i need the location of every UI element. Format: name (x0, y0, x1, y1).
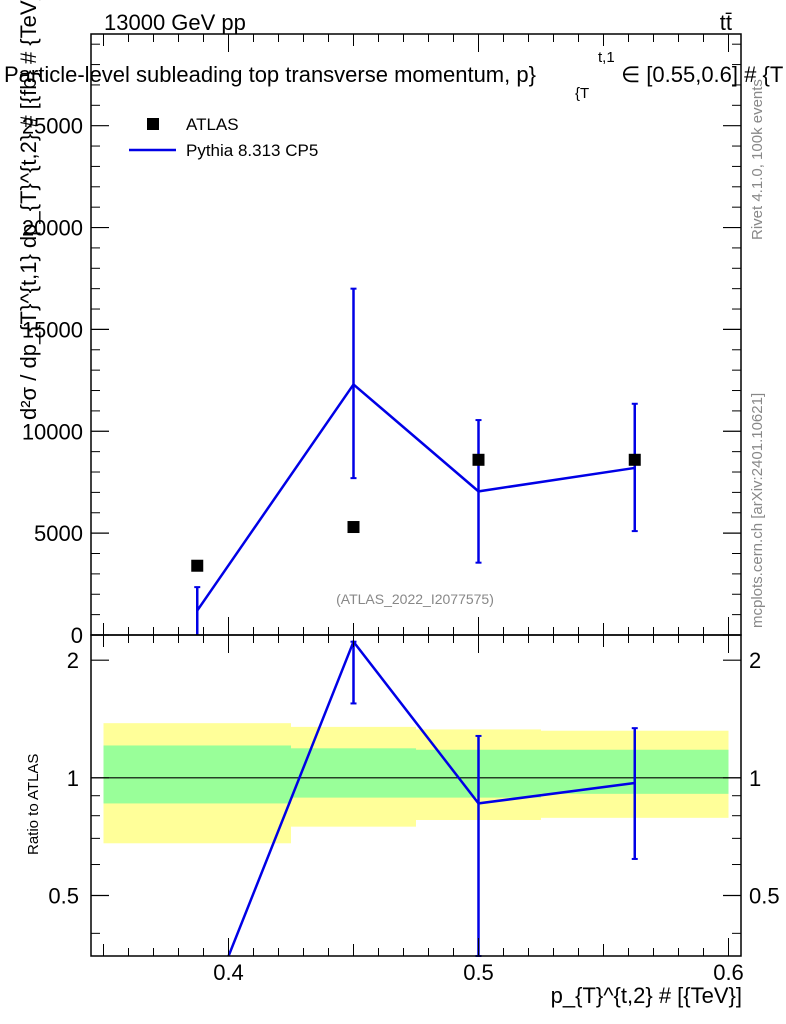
main-ytick-label: 0 (71, 623, 83, 648)
ratio-ylabel: Ratio to ATLAS (25, 754, 42, 855)
main-ytick-label: 25000 (22, 114, 83, 139)
legend: ATLAS Pythia 8.313 CP5 (129, 115, 318, 160)
analysis-id: (ATLAS_2022_I2077575) (336, 591, 494, 607)
legend-data-label: ATLAS (186, 115, 239, 134)
main-ylabel: d²σ / dp_{T}^{t,1} dp_{T}^{t,2} # [{fb} … (16, 0, 41, 420)
process-label: tt̄ (720, 10, 732, 35)
main-panel: 0 5000 10000 15000 20000 25000 (22, 33, 742, 648)
data-point (472, 453, 485, 466)
main-ytick-label: 5000 (34, 521, 83, 546)
title-tail: ∈ [0.55,0.6] # {T (621, 62, 783, 87)
ratio-ytick-label: 2 (67, 648, 79, 673)
title-superscript: t,1 (598, 49, 615, 66)
uncertainty-band-inner (103, 745, 291, 804)
data-point (191, 559, 204, 572)
uncertainty-band-inner (291, 748, 416, 798)
ratio-panel: 0.5 0.5 1 1 2 2 0.4 0.5 0.6 (48, 634, 780, 985)
mc-line (196, 382, 635, 612)
main-ytick-label: 10000 (22, 419, 83, 444)
data-point (628, 453, 641, 466)
ratio-line (227, 639, 635, 956)
xtick-label: 0.4 (213, 960, 244, 985)
rivet-label: Rivet 4.1.0, 100k events (749, 79, 766, 240)
xtick-label: 0.6 (713, 960, 744, 985)
plot-title: Particle-level subleading top transverse… (4, 49, 783, 102)
ratio-ytick-label-right: 1 (749, 766, 761, 791)
data-point (347, 521, 360, 534)
main-ytick-label: 15000 (22, 317, 83, 342)
ratio-ytick-label-right: 0.5 (749, 883, 780, 908)
ratio-ytick-label: 1 (67, 766, 79, 791)
title-main: Particle-level subleading top transverse… (4, 62, 536, 87)
title-subscript: {T (575, 85, 589, 102)
ratio-ytick-label: 0.5 (48, 883, 79, 908)
xtick-label: 0.5 (463, 960, 494, 985)
xlabel: p_{T}^{t,2} # [{TeV}] (551, 983, 742, 1008)
mcplots-label: mcplots.cern.ch [arXiv:2401.10621] (749, 393, 766, 628)
ratio-ytick-label-right: 2 (749, 648, 761, 673)
energy-label: 13000 GeV pp (104, 10, 246, 35)
legend-data-marker (147, 118, 159, 130)
main-ytick-label: 20000 (22, 216, 83, 241)
legend-mc-label: Pythia 8.313 CP5 (186, 141, 318, 160)
